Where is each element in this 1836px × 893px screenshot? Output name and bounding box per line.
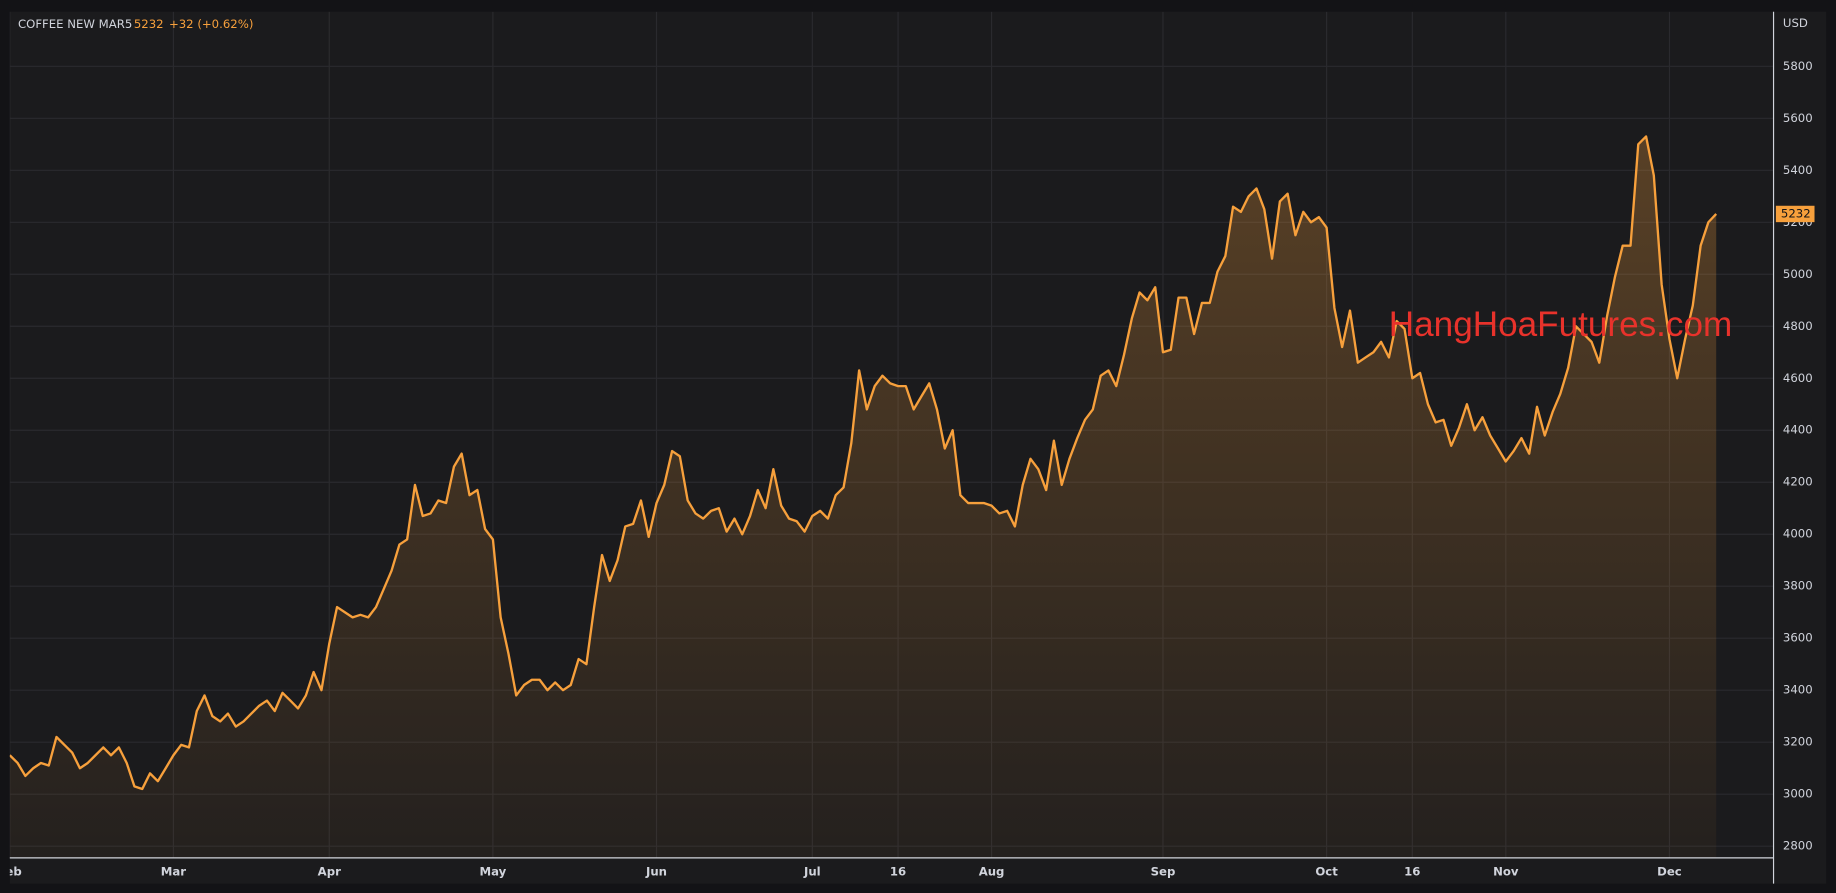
x-tick-label: Sep [1151,864,1176,878]
y-tick-label: 2800 [1783,839,1813,853]
y-tick-label: 3400 [1783,683,1813,697]
currency-label: USD [1783,16,1808,30]
y-tick-label: 5000 [1783,267,1813,281]
x-tick-label: Aug [979,864,1005,878]
x-tick-label: Feb [0,864,22,878]
y-tick-label: 3800 [1783,579,1813,593]
price-change: +32 (+0.62%) [169,17,253,31]
last-price: 5232 [134,17,164,31]
y-tick-label: 4400 [1783,423,1813,437]
watermark: HangHoaFutures.com [1389,305,1732,344]
x-tick-label: Mar [161,864,187,878]
price-tag-label: 5232 [1781,206,1811,220]
x-tick-label: Dec [1657,864,1682,878]
x-tick-label: Nov [1493,864,1519,878]
x-tick-label: Oct [1315,864,1338,878]
y-tick-label: 4200 [1783,475,1813,489]
x-tick-label: 16 [890,864,906,878]
x-tick-label: Jul [803,864,821,878]
y-tick-label: 5400 [1783,163,1813,177]
y-tick-label: 4600 [1783,371,1813,385]
x-tick-label: May [479,864,506,878]
y-tick-label: 4000 [1783,527,1813,541]
price-line [9,135,1718,791]
area-fill [9,136,1717,858]
y-tick-label: 5600 [1783,111,1813,125]
x-tick-label: Apr [318,864,341,878]
x-tick-label: Jun [645,864,667,878]
y-tick-label: 3600 [1783,631,1813,645]
y-tick-label: 5800 [1783,59,1813,73]
y-tick-label: 3200 [1783,735,1813,749]
y-tick-label: 4800 [1783,319,1813,333]
y-tick-label: 3000 [1783,787,1813,801]
chart-title: COFFEE NEW MAR5 [18,17,132,31]
price-tag [1775,205,1815,223]
x-tick-label: 16 [1404,864,1420,878]
